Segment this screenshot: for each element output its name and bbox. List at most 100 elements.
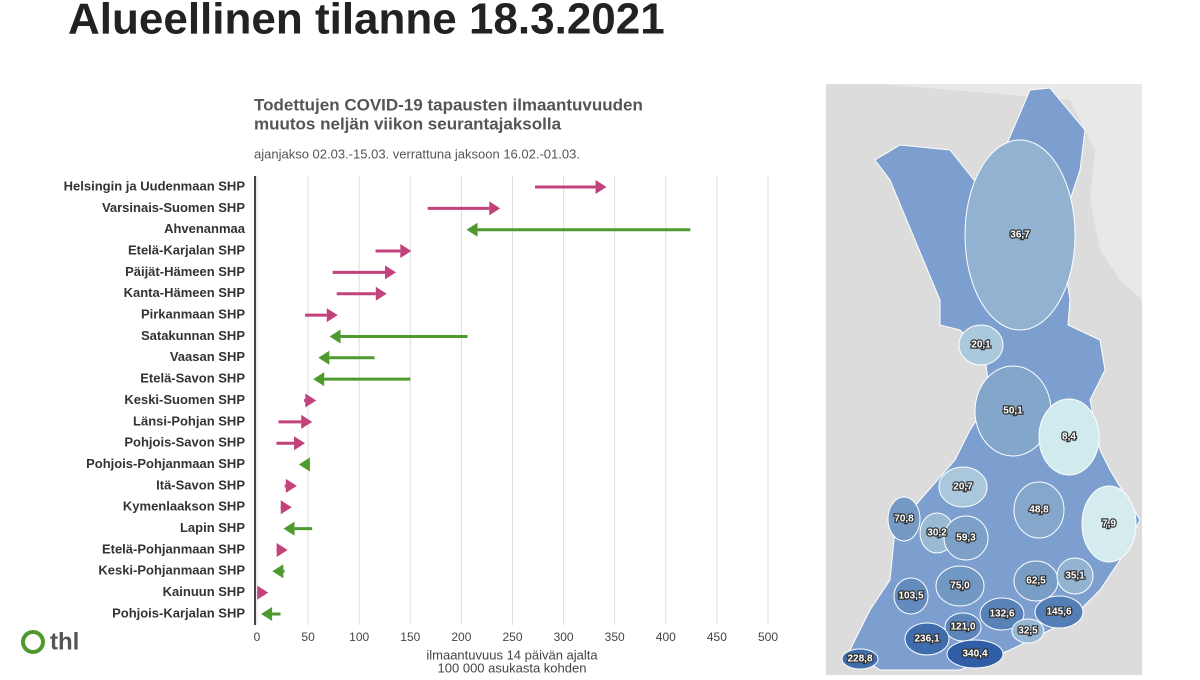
x-tick-label: 300: [554, 630, 574, 644]
arrow-head: [285, 478, 297, 493]
arrow-head: [301, 414, 313, 429]
x-tick-label: 100: [349, 630, 369, 644]
logo-icon: [21, 630, 45, 654]
y-tick-label: Etelä-Pohjanmaan SHP: [102, 541, 245, 556]
arrow-head: [466, 222, 478, 237]
map-value-label: 35,1: [1065, 571, 1085, 582]
arrow-head: [272, 564, 284, 579]
x-tick-label: 500: [758, 630, 778, 644]
arrow: [272, 564, 285, 579]
map-region: [1011, 618, 1045, 644]
map-value-label: 32,5: [1018, 626, 1038, 637]
arrow: [336, 286, 387, 301]
x-tick-label: 350: [605, 630, 625, 644]
map-value-label: 59,3: [956, 533, 976, 544]
y-tick-label: Keski-Suomen SHP: [124, 392, 245, 407]
arrow: [276, 542, 288, 557]
arrow-head: [280, 500, 292, 515]
map-region: [841, 648, 879, 670]
x-tick-label: 50: [301, 630, 315, 644]
y-tick-label: Etelä-Karjalan SHP: [128, 242, 245, 257]
arrow-head: [400, 244, 412, 259]
chart-subtitle: ajanjakso 02.03.-15.03. verrattuna jakso…: [254, 146, 580, 161]
arrow: [280, 500, 292, 515]
map-region: [1081, 485, 1137, 563]
map-region: [904, 622, 950, 656]
arrow: [427, 201, 501, 216]
arrow: [318, 350, 375, 365]
arrow-head: [261, 607, 273, 621]
map-region: [964, 139, 1076, 331]
arrow-head: [294, 436, 306, 451]
map-region: [938, 466, 988, 508]
map-value-label: 7,9: [1102, 519, 1116, 530]
map-value-label: 132,6: [989, 609, 1014, 620]
arrow: [283, 521, 313, 536]
arrow-head: [318, 350, 330, 365]
neighbor-land: [880, 84, 1142, 300]
x-tick-label: 450: [707, 630, 727, 644]
arrow: [257, 585, 269, 600]
map-value-label: 20,1: [971, 340, 991, 351]
map-region: [946, 639, 1004, 669]
arrow: [276, 436, 306, 451]
y-tick-label: Kainuun SHP: [163, 584, 246, 599]
arrow: [261, 607, 281, 621]
map-value-label: 228,8: [847, 654, 872, 665]
arrow-head: [375, 286, 387, 301]
y-tick-label: Keski-Pohjanmaan SHP: [98, 563, 245, 578]
map-value-label: 103,5: [898, 591, 923, 602]
arrow: [375, 244, 412, 259]
y-tick-label: Pirkanmaan SHP: [141, 307, 245, 322]
arrow-head: [257, 585, 269, 600]
arrow-head: [489, 201, 501, 216]
chart-title: muutos neljän viikon seurantajaksolla: [254, 114, 562, 133]
arrow-head: [283, 521, 295, 536]
y-tick-label: Satakunnan SHP: [141, 328, 245, 343]
logo-text: thl: [50, 628, 79, 655]
arrow: [305, 308, 338, 323]
arrow-head: [305, 393, 317, 408]
arrow-head: [329, 329, 341, 344]
map-value-label: 8,4: [1062, 432, 1076, 443]
arrow: [329, 329, 468, 344]
y-tick-label: Helsingin ja Uudenmaan SHP: [64, 178, 246, 193]
map-value-label: 30,2: [927, 528, 947, 539]
map-region: [943, 515, 989, 561]
x-tick-label: 400: [656, 630, 676, 644]
arrow: [278, 414, 313, 429]
map-region: [1013, 481, 1065, 539]
y-tick-label: Itä-Savon SHP: [156, 477, 245, 492]
y-tick-label: Kanta-Hämeen SHP: [124, 285, 246, 300]
arrow: [284, 478, 297, 493]
map-value-label: 48,8: [1029, 505, 1049, 516]
arrow: [298, 457, 311, 472]
arrow-head: [313, 372, 325, 387]
y-tick-label: Etelä-Savon SHP: [140, 371, 245, 386]
map-value-label: 36,7: [1010, 230, 1030, 241]
logo: thl: [21, 628, 79, 655]
x-tick-label: 250: [502, 630, 522, 644]
map-region: [893, 577, 929, 615]
arrow: [332, 265, 396, 280]
y-tick-label: Päijät-Hämeen SHP: [125, 264, 245, 279]
y-tick-label: Kymenlaakson SHP: [123, 499, 245, 514]
x-tick-label: 200: [451, 630, 471, 644]
x-axis-label: ilmaantuvuus 14 päivän ajalta: [426, 647, 598, 662]
map-value-label: 50,1: [1003, 406, 1023, 417]
y-tick-label: Ahvenanmaa: [164, 221, 246, 236]
map-region: [979, 597, 1025, 631]
map-value-label: 70,8: [894, 514, 914, 525]
y-tick-label: Pohjois-Pohjanmaan SHP: [86, 456, 245, 471]
map: 36,7 20,1 50,1 8,4 20,7 48,8 70,8 30,2 59,3 7,9 62…: [826, 84, 1142, 675]
y-tick-label: Pohjois-Savon SHP: [124, 435, 245, 450]
map-region: [1038, 398, 1100, 476]
map-value-label: 62,5: [1026, 576, 1046, 587]
map-value-label: 145,6: [1046, 607, 1071, 618]
map-value-label: 236,1: [914, 634, 939, 645]
x-tick-label: 0: [254, 630, 261, 644]
y-tick-label: Länsi-Pohjan SHP: [133, 413, 245, 428]
arrow: [313, 372, 411, 387]
y-tick-label: Lapin SHP: [180, 520, 245, 535]
